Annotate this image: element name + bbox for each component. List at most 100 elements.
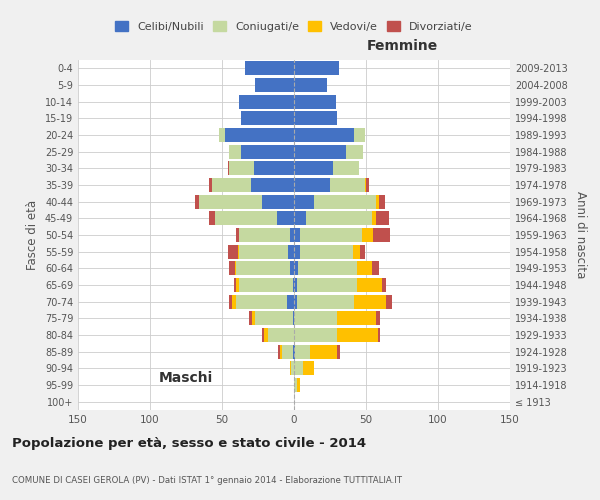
Bar [280,344,283,359]
Y-axis label: Fasce di età: Fasce di età [26,200,39,270]
Bar [294,112,337,126]
Bar [314,194,376,209]
Bar [283,344,293,359]
Bar [229,261,235,276]
Bar [239,278,293,292]
Bar [353,244,360,259]
Text: Femmine: Femmine [367,39,437,53]
Bar [199,194,262,209]
Bar [294,261,298,276]
Bar [228,162,229,175]
Bar [293,278,294,292]
Bar [239,244,288,259]
Bar [372,211,376,226]
Bar [293,344,294,359]
Bar [300,244,353,259]
Bar [310,344,337,359]
Bar [255,78,294,92]
Bar [376,211,389,226]
Text: Maschi: Maschi [159,371,213,385]
Bar [386,294,392,308]
Bar [268,328,294,342]
Bar [376,311,380,326]
Bar [251,178,294,192]
Bar [277,211,294,226]
Bar [346,144,363,159]
Bar [362,228,373,242]
Bar [373,228,391,242]
Bar [209,211,215,226]
Bar [297,278,358,292]
Bar [358,261,372,276]
Bar [337,311,376,326]
Bar [294,62,338,76]
Bar [372,261,379,276]
Bar [236,228,239,242]
Bar [241,112,294,126]
Bar [355,128,365,142]
Bar [229,162,254,175]
Bar [294,128,355,142]
Bar [236,261,290,276]
Bar [297,294,355,308]
Bar [239,94,294,109]
Bar [294,311,337,326]
Bar [294,78,327,92]
Bar [294,162,333,175]
Bar [250,311,252,326]
Bar [278,344,280,359]
Bar [228,244,238,259]
Bar [264,328,268,342]
Bar [337,344,340,359]
Bar [365,178,366,192]
Bar [376,194,379,209]
Bar [215,211,277,226]
Text: COMUNE DI CASEI GEROLA (PV) - Dati ISTAT 1° gennaio 2014 - Elaborazione TUTTITAL: COMUNE DI CASEI GEROLA (PV) - Dati ISTAT… [12,476,402,485]
Bar [294,294,297,308]
Bar [382,278,386,292]
Bar [377,328,380,342]
Bar [229,144,241,159]
Bar [287,294,294,308]
Bar [295,344,310,359]
Bar [355,294,386,308]
Bar [294,328,337,342]
Bar [360,244,365,259]
Bar [294,194,314,209]
Bar [302,361,314,376]
Bar [236,278,239,292]
Bar [298,261,358,276]
Bar [366,178,369,192]
Bar [294,178,330,192]
Legend: Celibi/Nubili, Coniugati/e, Vedovi/e, Divorziati/e: Celibi/Nubili, Coniugati/e, Vedovi/e, Di… [111,16,477,36]
Bar [294,344,295,359]
Bar [294,94,336,109]
Bar [290,361,291,376]
Bar [245,62,294,76]
Bar [194,194,199,209]
Text: Popolazione per età, sesso e stato civile - 2014: Popolazione per età, sesso e stato civil… [12,437,366,450]
Bar [294,144,346,159]
Bar [290,261,294,276]
Bar [235,261,236,276]
Bar [291,361,294,376]
Bar [288,244,294,259]
Bar [294,378,297,392]
Bar [232,294,236,308]
Bar [333,162,359,175]
Bar [254,162,294,175]
Bar [241,144,294,159]
Bar [297,378,300,392]
Bar [294,228,300,242]
Bar [294,211,305,226]
Bar [238,244,239,259]
Bar [225,128,294,142]
Bar [294,244,300,259]
Bar [262,328,264,342]
Bar [305,211,372,226]
Bar [255,311,293,326]
Bar [293,311,294,326]
Bar [330,178,365,192]
Bar [239,228,290,242]
Bar [294,361,302,376]
